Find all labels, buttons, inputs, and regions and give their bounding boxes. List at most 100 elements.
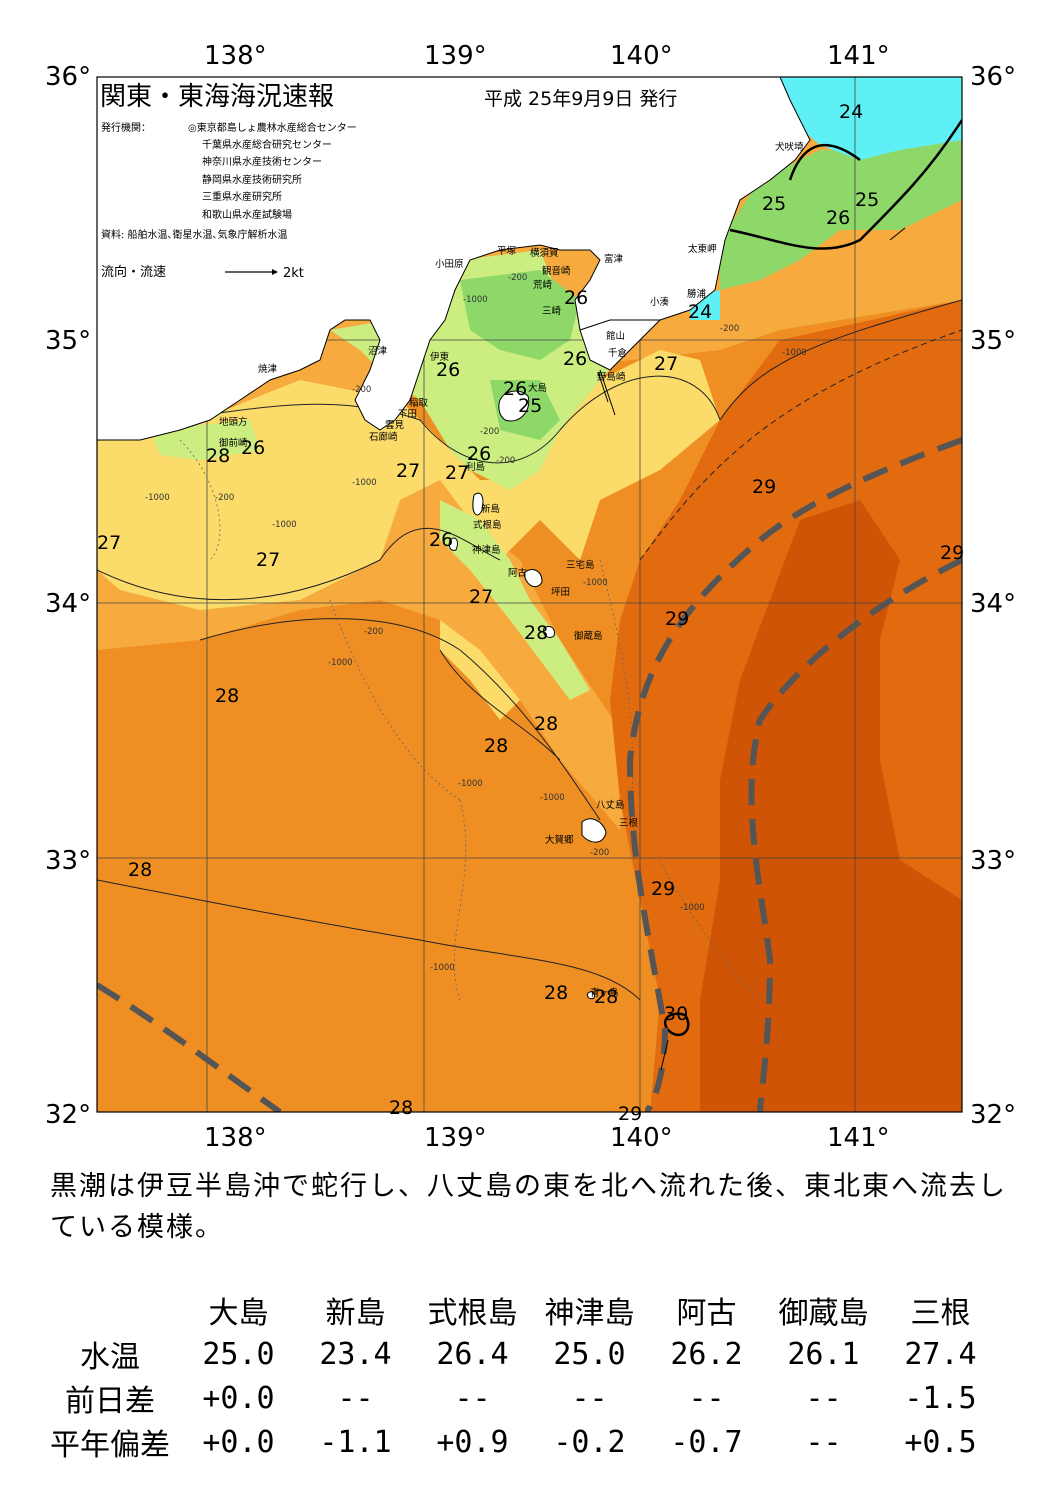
lon-label-bottom-138: 138° xyxy=(204,1123,267,1153)
izu-suruga-coast xyxy=(96,76,960,441)
table-cell: -- xyxy=(337,1380,374,1416)
place-label: 犬吠埼 xyxy=(775,141,804,153)
place-label: 太東岬 xyxy=(688,243,717,255)
place-label: 荒崎 xyxy=(533,279,553,291)
table-cell: +0.5 xyxy=(904,1424,977,1460)
isotherm-label: 27 xyxy=(256,549,280,571)
isotherm-label: 28 xyxy=(128,859,152,881)
column-header: 阿古 xyxy=(676,1296,737,1331)
lon-label-top-138: 138° xyxy=(204,41,267,71)
table-cell: -0.2 xyxy=(553,1424,626,1460)
kozushima-island xyxy=(448,537,458,551)
isotherm-label: 28 xyxy=(544,982,568,1004)
bathymetry-label: -200 xyxy=(496,456,515,466)
place-label: 式根島 xyxy=(473,519,502,531)
table-cell: -- xyxy=(688,1380,725,1416)
current-vectors xyxy=(597,227,906,1071)
isotherm-label: 27 xyxy=(97,532,121,554)
bathymetry-label: -200 xyxy=(590,848,609,858)
place-label: 横須賀 xyxy=(530,247,559,259)
place-label: 伊東 xyxy=(430,351,450,363)
table-row: 水温 25.0 23.4 26.4 25.0 26.2 26.1 27.4 xyxy=(40,1332,999,1376)
issuer-5: 三重県水産研究所 xyxy=(202,190,282,203)
lat-label-left-32: 32° xyxy=(45,1100,91,1130)
isotherm-label: 25 xyxy=(518,395,542,417)
lat-label-left-33: 33° xyxy=(45,846,91,876)
isotherm-label: 26 xyxy=(564,287,588,309)
isotherm-label: 27 xyxy=(445,462,469,484)
bathymetry-label: -200 xyxy=(215,493,234,503)
table-cell: +0.0 xyxy=(202,1380,275,1416)
data-source: 資料: 船舶水温､衛星水温､気象庁解析水温 xyxy=(101,228,288,241)
place-label: 阿古 xyxy=(508,567,528,579)
isotherm-label: 30 xyxy=(664,1003,688,1025)
isotherm-label: 28 xyxy=(534,713,558,735)
bathymetry-label: -200 xyxy=(508,273,527,283)
bathymetry-label: -1000 xyxy=(458,779,483,789)
lat-label-left-35: 35° xyxy=(45,326,91,356)
lat-label-right-33: 33° xyxy=(970,846,1016,876)
isotherm-labels: 24 25 26 25 24 26 26 26 25 27 26 28 26 2… xyxy=(97,101,964,1125)
issuer-4: 静岡県水産技術研究所 xyxy=(202,173,302,186)
bathymetry-label: -1000 xyxy=(430,963,455,973)
lat-label-left-36: 36° xyxy=(45,62,91,92)
table-cell: 27.4 xyxy=(904,1336,977,1372)
bathymetry-label: -1000 xyxy=(272,520,297,530)
isotherm-label: 26 xyxy=(503,378,527,400)
place-label: 館山 xyxy=(606,330,625,342)
place-label: 下田 xyxy=(398,409,417,420)
place-label: 三崎 xyxy=(542,305,562,317)
table-cell: +0.9 xyxy=(436,1424,509,1460)
isotherm-label: 26 xyxy=(429,529,453,551)
aogashima-island xyxy=(587,991,595,1000)
table-cell: 26.2 xyxy=(670,1336,743,1372)
table-cell: +0.0 xyxy=(202,1424,275,1460)
bathymetry-labels: -200 -1000 -200 -1000 -200 -200 -200 -10… xyxy=(145,273,807,973)
place-label: 沼津 xyxy=(368,346,388,357)
place-label: 平塚 xyxy=(497,246,517,257)
sea-temperature-map: 138° 139° 140° 141° 138° 139° 140° 141° … xyxy=(45,41,1016,1153)
row-label: 平年偏差 xyxy=(50,1428,170,1463)
issue-date: 平成 25年9月9日 発行 xyxy=(484,88,677,110)
table-cell: -- xyxy=(805,1380,842,1416)
isotherm-label: 26 xyxy=(826,207,850,229)
isotherm-label: 28 xyxy=(524,622,548,644)
miyakejima-island xyxy=(523,569,543,588)
isotherm-label: 26 xyxy=(467,443,491,465)
table-cell: -0.7 xyxy=(670,1424,743,1460)
map-title: 関東・東海海況速報 xyxy=(100,82,334,112)
bathymetry-label: -1000 xyxy=(352,478,377,488)
table-cell: -- xyxy=(805,1424,842,1460)
issuer-1: ◎東京都島しょ農林水産総合センター xyxy=(188,121,357,134)
table-row: 前日差 +0.0 -- -- -- -- -- -1.5 xyxy=(40,1376,999,1420)
place-label: 小湊 xyxy=(650,296,670,308)
isotherm-label: 26 xyxy=(241,437,265,459)
lon-label-bottom-141: 141° xyxy=(827,1123,890,1153)
bathymetry-label: -200 xyxy=(480,427,499,437)
table-cell: 26.1 xyxy=(787,1336,860,1372)
isotherm-label: 27 xyxy=(396,460,420,482)
isotherm-label: 24 xyxy=(688,301,712,323)
place-label: 三宅島 xyxy=(566,559,595,571)
isotherm-label: 29 xyxy=(752,476,776,498)
table-cell: 25.0 xyxy=(202,1336,275,1372)
isotherm-label: 27 xyxy=(654,353,678,375)
isotherm-label: 25 xyxy=(762,193,786,215)
island-temperature-table: 大島 新島 式根島 神津島 阿古 御蔵島 三根 水温 25.0 23.4 26.… xyxy=(40,1288,999,1464)
table-cell: 26.4 xyxy=(436,1336,509,1372)
bathymetry-label: -1000 xyxy=(782,348,807,358)
place-label: 神津島 xyxy=(472,544,501,556)
axis-labels: 138° 139° 140° 141° 138° 139° 140° 141° … xyxy=(45,41,1016,1153)
issuer-label: 発行機関： xyxy=(101,121,151,134)
current-legend-arrowhead xyxy=(272,269,278,275)
lon-label-bottom-139: 139° xyxy=(424,1123,487,1153)
place-label: 青ヶ島 xyxy=(590,987,619,999)
table-cell: -1.5 xyxy=(904,1380,977,1416)
column-header: 新島 xyxy=(325,1296,386,1331)
place-label: 富津 xyxy=(604,253,624,265)
map-frame xyxy=(96,76,963,1113)
bathymetry-label: -200 xyxy=(720,324,739,334)
column-header: 式根島 xyxy=(427,1296,518,1331)
column-header: 神津島 xyxy=(544,1296,635,1331)
place-label: 焼津 xyxy=(258,363,278,375)
